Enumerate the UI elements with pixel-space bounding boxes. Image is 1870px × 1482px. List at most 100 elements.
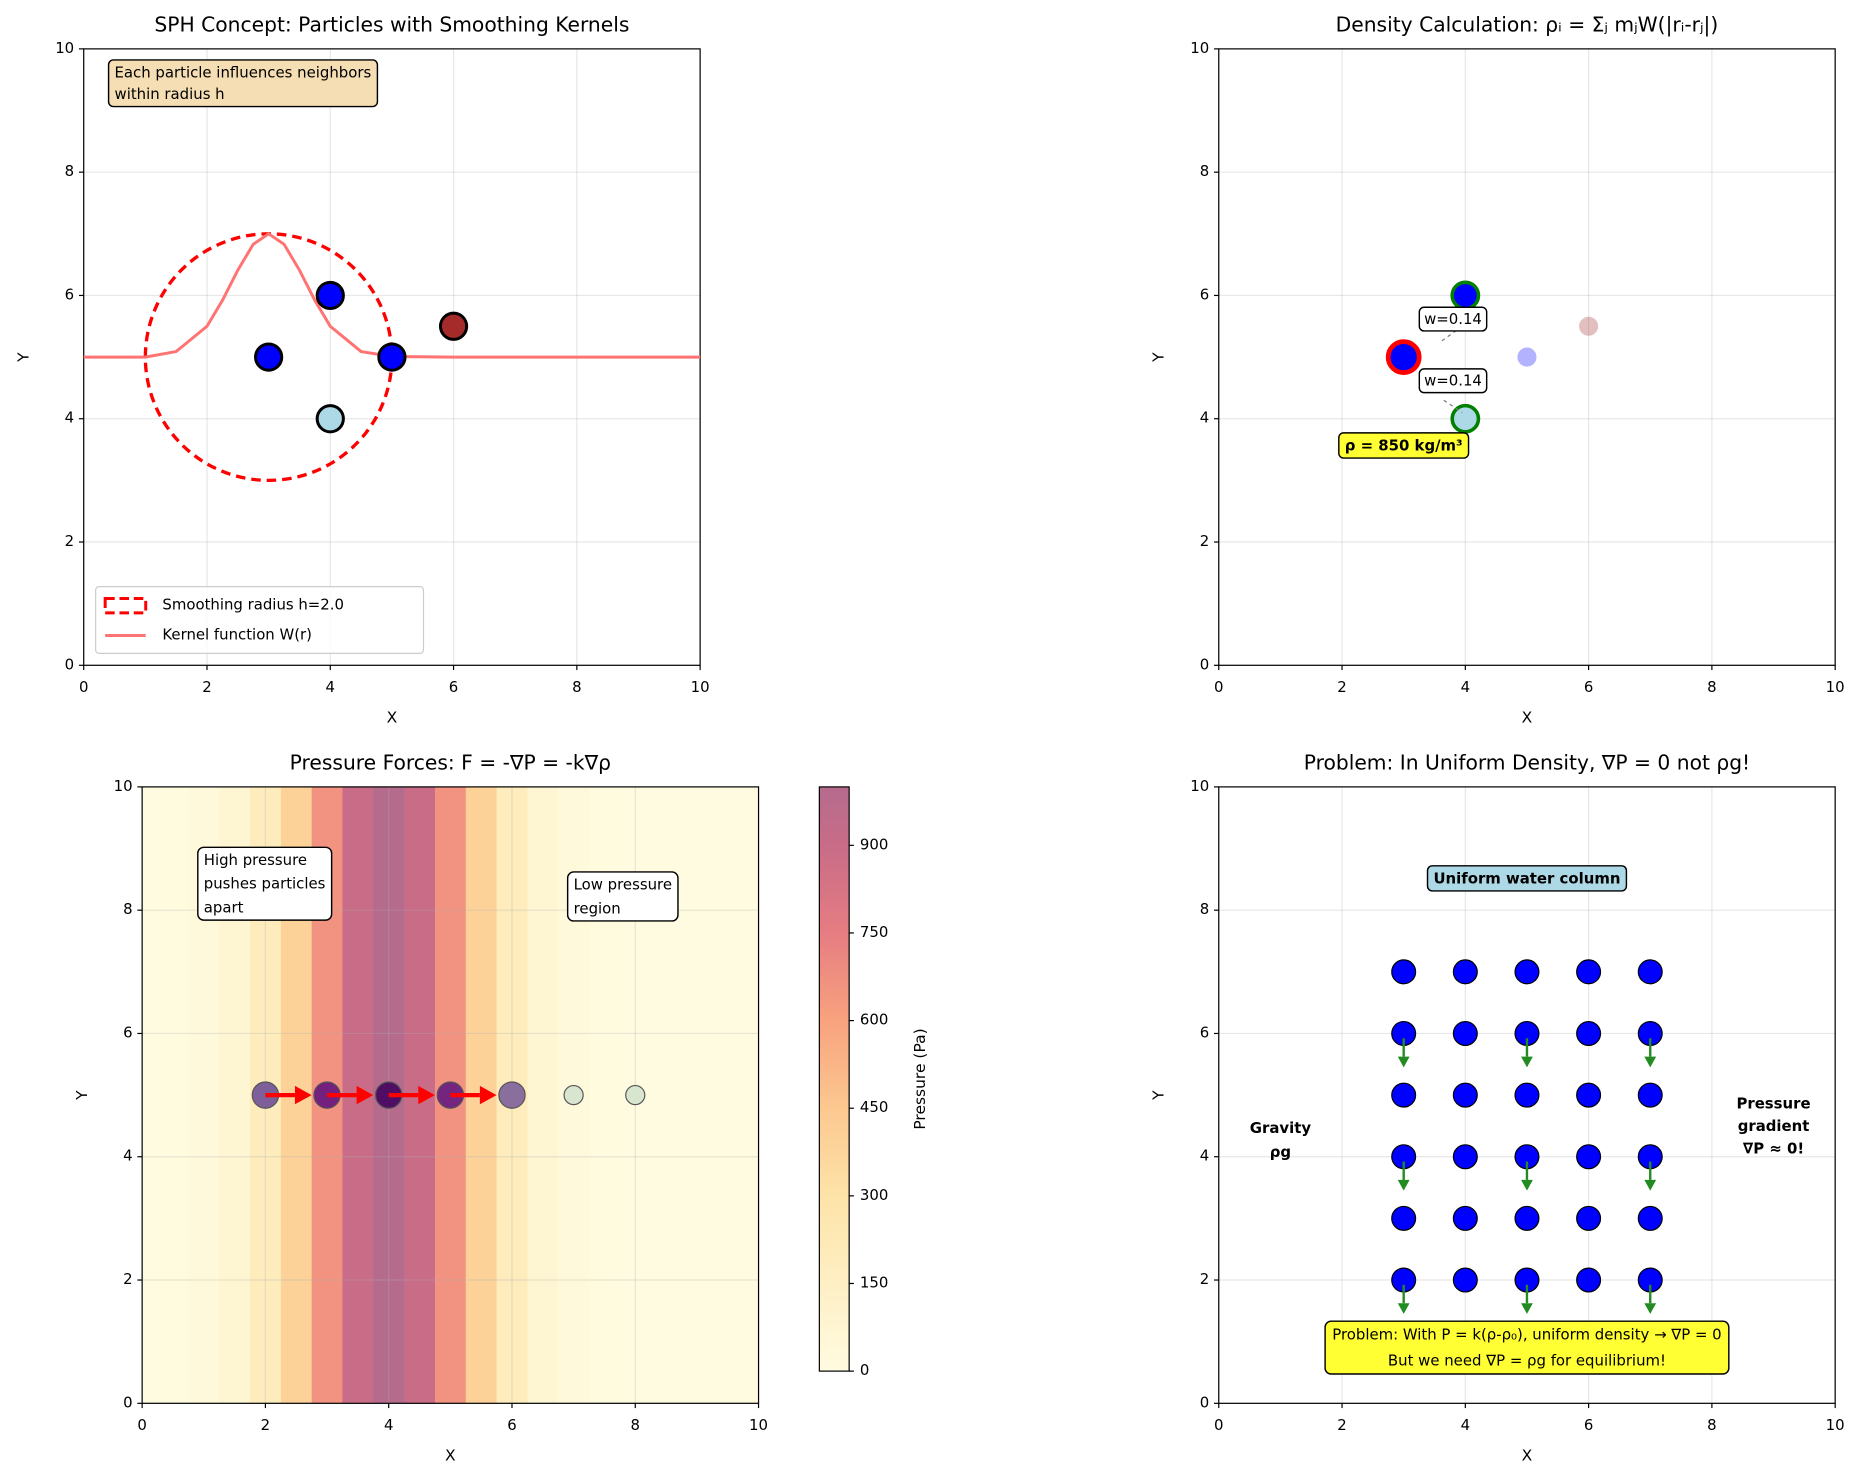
pressure-label-line: ∇P ≈ 0! [1743,1140,1804,1158]
x-tick-label: 8 [1707,678,1716,696]
x-tick-label: 10 [749,1416,768,1434]
particle [1452,1267,1478,1293]
annotation-box [1338,432,1470,459]
legend-label: Smoothing radius h=2.0 [162,596,344,614]
particle [254,342,284,372]
heatmap-cell [157,786,189,1404]
colorbar-tick-label: 750 [860,923,888,941]
particle [1579,316,1599,336]
annotation-line: Uniform water column [1433,869,1620,887]
y-tick-label: 10 [1190,39,1209,57]
gravity-arrow-head [1521,1179,1533,1191]
subplot: SPH Concept: Particles with Smoothing Ke… [15,13,710,727]
annotation-box [1426,865,1628,892]
y-tick-label: 8 [1200,162,1209,180]
particle [1637,1082,1663,1108]
y-tick-label: 6 [1200,285,1209,303]
annotation-line: Low pressure [574,876,672,894]
annotation-box [1418,306,1488,332]
colorbar-tick-label: 150 [860,1273,888,1291]
annotation: Uniform water column [1426,865,1628,892]
pressure-label: Pressure gradient ∇P ≈ 0! [1736,1094,1810,1157]
y-tick-label: 0 [65,655,74,673]
x-tick-label: 10 [1826,1416,1845,1434]
particle [377,342,407,372]
particle [1452,1082,1478,1108]
y-tick-label: 10 [1190,777,1209,795]
problem-note-line: But we need ∇P = ρg for equilibrium! [1388,1352,1666,1370]
annotation-line: pushes particles [204,875,326,893]
annotation-box [1324,1320,1730,1375]
particle [563,1084,584,1106]
gravity-arrow-head [1644,1179,1657,1191]
x-tick-label: 2 [1337,678,1346,696]
y-axis-label: Y [73,1090,91,1101]
annotation-line: Each particle influences neighbors [115,64,372,82]
x-tick-label: 4 [384,1416,393,1434]
y-tick-label: 10 [55,39,74,57]
axes-frame [141,786,760,1404]
x-axis-label: X [387,708,398,726]
particle [1514,1205,1540,1231]
density-label: ρ = 850 kg/m³ [1338,432,1470,459]
chart-title: Density Calculation: ρᵢ = Σⱼ mⱼW(|rᵢ-rⱼ|… [1336,13,1719,37]
heatmap-cell [743,786,760,1404]
heatmap-cell [142,786,159,1404]
chart-title: Problem: In Uniform Density, ∇P = 0 not … [1304,751,1750,775]
x-tick-label: 0 [1214,1416,1223,1434]
y-tick-label: 2 [123,1270,132,1288]
force-arrow-head [418,1085,435,1105]
annotation-line: apart [204,899,244,917]
annotation-box [197,846,333,921]
weight-label: w=0.14 [1418,306,1488,332]
particle [498,1081,526,1109]
x-axis-label: X [445,1446,456,1464]
particle [625,1084,646,1106]
gravity-arrow-head [1521,1056,1533,1068]
colorbar-tick-label: 600 [860,1011,888,1029]
x-tick-label: 4 [1461,1416,1470,1434]
gravity-arrow-head [1521,1303,1533,1314]
force-arrow-head [294,1085,312,1105]
colorbar-tick-label: 0 [860,1361,869,1379]
particle [1452,1020,1478,1046]
y-axis-label: Y [1150,1090,1168,1101]
gravity-label-line: ρg [1270,1143,1291,1161]
particle [1391,1205,1417,1231]
particle [1576,1082,1602,1108]
y-tick-label: 4 [65,409,74,427]
kernel-line [83,232,701,359]
legend-swatch [103,597,148,615]
y-axis-label: Y [1150,352,1168,363]
subplot: Pressure Forces: F = -∇P = -k∇ρ 0 150 300 45… [73,751,929,1465]
problem-note-line: Problem: With P = k(ρ-ρ₀), uniform densi… [1332,1326,1721,1344]
annotation-box [1418,368,1488,394]
gravity-arrow-head [1397,1303,1410,1314]
x-tick-label: 0 [1214,678,1223,696]
chart-title: Pressure Forces: F = -∇P = -k∇ρ [290,751,611,775]
y-tick-label: 8 [65,162,74,180]
particle [1576,959,1602,985]
particle [1517,347,1537,367]
gravity-label-line: Gravity [1250,1119,1312,1137]
x-tick-label: 2 [202,678,211,696]
y-tick-label: 8 [123,900,132,918]
gravity-label: Gravity ρg [1250,1119,1312,1161]
particle [315,280,345,311]
colorbar-label: Pressure (Pa) [911,1028,929,1129]
colorbar-tick-label: 300 [860,1186,888,1204]
annotation: High pressure pushes particles apart [197,846,333,921]
x-tick-label: 8 [572,678,581,696]
heatmap-cell [527,786,559,1404]
x-tick-label: 10 [691,678,710,696]
particle [1637,1205,1663,1231]
y-tick-label: 6 [65,285,74,303]
x-tick-label: 0 [137,1416,146,1434]
y-tick-label: 4 [1200,1147,1209,1165]
y-tick-label: 0 [123,1393,132,1411]
force-arrow-head [479,1085,497,1105]
legend: Smoothing radius h=2.0 Kernel function W(… [95,586,425,654]
annotation: Each particle influences neighbors within… [107,59,379,108]
force-arrow-head [356,1085,374,1105]
